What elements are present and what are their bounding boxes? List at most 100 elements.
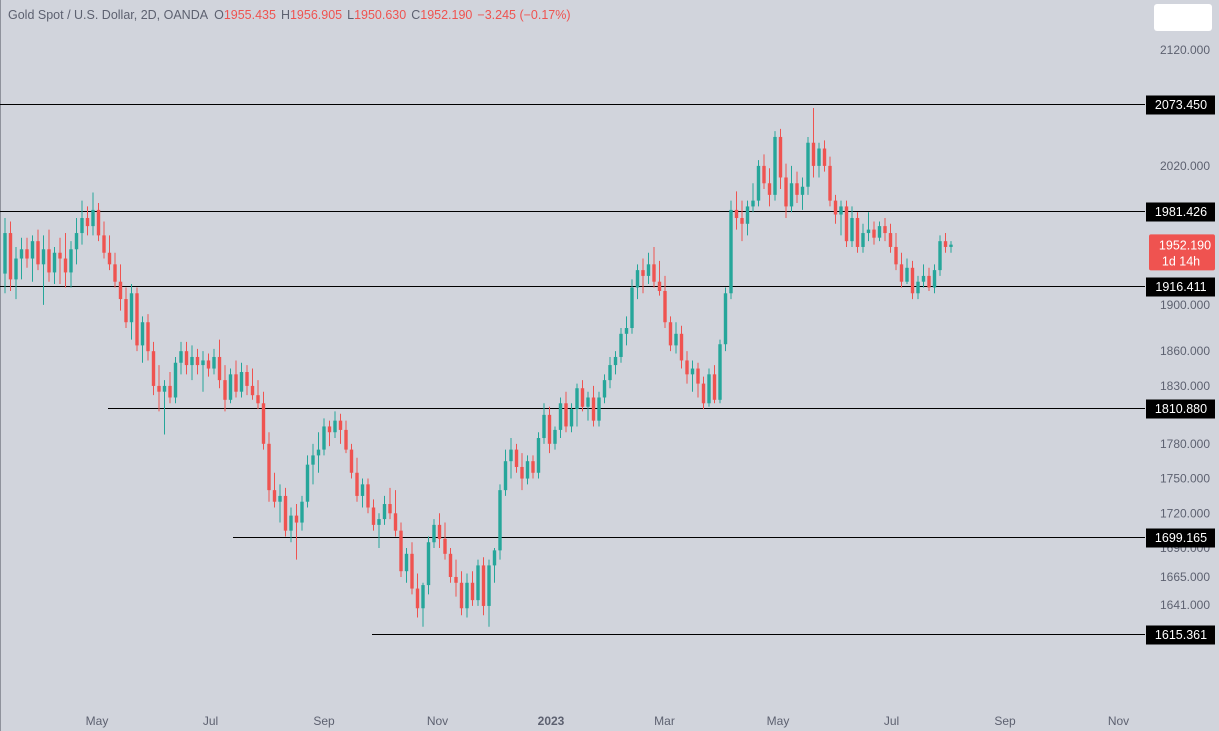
candle-body <box>949 244 953 247</box>
open-key: O <box>214 8 224 22</box>
candle-body <box>690 368 695 375</box>
candle-body <box>234 374 238 392</box>
candle-body <box>663 290 667 323</box>
level-label: 1615.361 <box>1155 628 1207 642</box>
candle-body <box>624 328 629 334</box>
candle-body <box>190 356 194 366</box>
candle-body <box>415 588 420 609</box>
candle-body <box>877 226 882 238</box>
candle-body <box>168 385 172 398</box>
candle-body <box>113 264 117 282</box>
level-label: 1810.880 <box>1155 402 1207 416</box>
candle-body <box>608 365 612 381</box>
candle-body <box>283 495 288 531</box>
candle-body <box>305 464 310 502</box>
y-tick-label: 2020.000 <box>1160 159 1210 173</box>
candle-body <box>432 524 436 543</box>
candle-body <box>828 165 832 201</box>
candle-body <box>850 218 854 242</box>
candle-body <box>404 553 409 572</box>
candle-body <box>360 484 365 496</box>
candle-body <box>729 209 733 294</box>
x-tick-label: Jul <box>203 714 218 728</box>
level-label: 2073.450 <box>1155 98 1207 112</box>
candle-body <box>311 455 315 465</box>
candle-body <box>789 183 794 207</box>
candle-body <box>245 372 249 386</box>
high-value: 1956.905 <box>289 8 343 22</box>
candle-body <box>712 374 717 400</box>
candle-body <box>300 501 304 523</box>
candle-body <box>795 183 799 195</box>
candle-body <box>228 374 233 400</box>
level-tag <box>1146 399 1215 419</box>
x-tick-label: Nov <box>1108 714 1129 728</box>
low-key: L <box>347 8 355 22</box>
candle-body <box>41 249 46 265</box>
candle-body <box>91 209 95 227</box>
candle-body <box>421 585 425 609</box>
candle-body <box>597 397 601 421</box>
y-tick-label: 1641.000 <box>1160 598 1210 612</box>
candle-body <box>674 333 678 346</box>
candle-body <box>223 380 227 400</box>
candle-body <box>822 148 827 166</box>
candle-body <box>531 461 535 473</box>
current-price-value: 1952.190 <box>1159 238 1211 252</box>
candle-body <box>514 449 519 467</box>
candle-body <box>520 466 524 479</box>
candle-body <box>124 299 128 323</box>
candle-body <box>558 403 563 430</box>
candle-body <box>69 249 73 273</box>
candle-body <box>927 275 931 288</box>
candle-body <box>327 426 332 433</box>
candle-body <box>201 360 205 366</box>
candle-body <box>316 449 321 456</box>
candle-body <box>679 333 684 361</box>
candle-body <box>410 553 414 589</box>
candle-body <box>261 403 266 444</box>
candle-body <box>547 414 552 444</box>
candle-body <box>388 504 392 514</box>
candle-body <box>14 258 18 280</box>
y-tick-label: 1750.000 <box>1160 472 1210 486</box>
candle-body <box>833 200 838 215</box>
x-tick-label: Mar <box>654 714 675 728</box>
candle-body <box>773 136 777 195</box>
candle-body <box>635 270 640 288</box>
candle-body <box>569 409 574 427</box>
candle-body <box>701 383 706 404</box>
candle-body <box>162 385 167 392</box>
candle-body <box>465 582 469 609</box>
candle-body <box>454 576 458 583</box>
candle-body <box>355 472 359 496</box>
candle-body <box>613 356 618 366</box>
candle-body <box>498 490 502 551</box>
candle-body <box>459 582 464 609</box>
open-value: 1955.435 <box>223 8 276 22</box>
y-tick-label: 1720.000 <box>1160 506 1210 520</box>
candle-body <box>63 258 68 273</box>
price-axis-settings-button[interactable] <box>1154 4 1212 31</box>
candle-body <box>619 333 623 357</box>
candle-body <box>426 542 431 586</box>
candle-body <box>861 233 865 247</box>
candle-body <box>107 252 112 265</box>
candle-body <box>586 397 590 407</box>
level-tag <box>1146 528 1215 548</box>
x-tick-label: 2023 <box>538 714 565 728</box>
candle-body <box>344 429 348 450</box>
candle-body <box>657 281 662 291</box>
candle-body <box>685 360 689 375</box>
candle-body <box>525 461 530 479</box>
candle-body <box>80 218 84 234</box>
candle-body <box>932 270 937 288</box>
y-tick-label: 1665.000 <box>1160 570 1210 584</box>
candle-body <box>564 403 568 427</box>
candle-body <box>745 206 750 224</box>
candle-body <box>470 582 475 601</box>
candle-body <box>52 252 57 273</box>
candle-body <box>921 275 926 282</box>
